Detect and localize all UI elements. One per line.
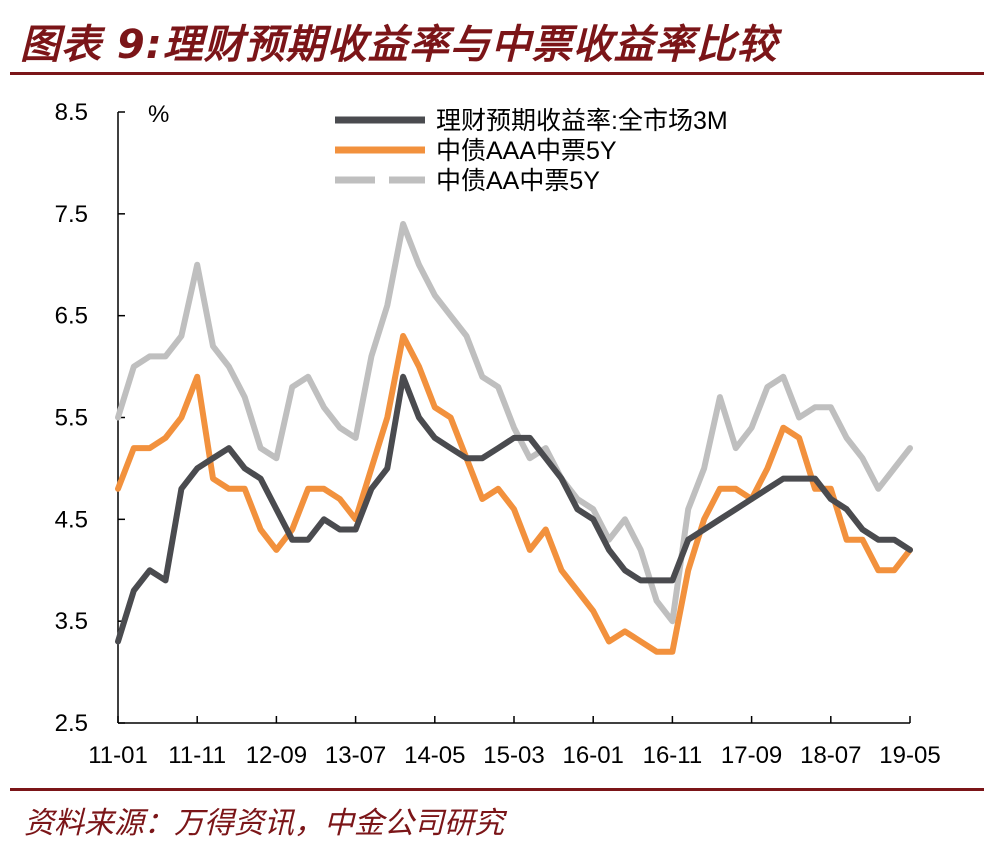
series-line-wmp [115, 373, 913, 645]
legend-label-aaa: 中债AAA中票5Y [436, 137, 617, 165]
y-tick-label: 5.5 [55, 405, 88, 432]
footer-divider [10, 788, 984, 791]
legend-label-aa: 中债AA中票5Y [436, 167, 600, 195]
y-tick-label: 7.5 [55, 201, 88, 228]
x-tick-label: 17-09 [721, 742, 782, 769]
x-tick-label: 19-05 [879, 742, 940, 769]
line-chart: 2.5 3.5 4.5 5.5 6.5 7.5 8.5 11-01 11-11 12-09 13-… [55, 99, 941, 769]
y-tick-label: 6.5 [55, 303, 88, 330]
y-tick-label: 8.5 [55, 99, 88, 126]
title-divider [10, 72, 984, 75]
x-tick-label: 13-07 [325, 742, 386, 769]
x-tick-label: 11-11 [168, 742, 226, 769]
series-line-aa [115, 221, 913, 625]
x-tick-label: 18-07 [800, 742, 861, 769]
y-tick-label: 3.5 [55, 608, 88, 635]
y-tick-label: 2.5 [55, 710, 88, 737]
y-axis-label: % [148, 101, 169, 128]
page-title: 图表 9:理财预期收益率与中票收益率比较 [20, 22, 778, 68]
x-tick-label: 11-01 [88, 742, 148, 769]
series-line-aaa [115, 333, 913, 655]
x-tick-label: 14-05 [404, 742, 465, 769]
source-note: 资料来源：万得资讯，中金公司研究 [24, 806, 504, 841]
legend-label-wmp: 理财预期收益率:全市场3M [436, 107, 728, 135]
x-tick-label: 15-03 [483, 742, 544, 769]
x-tick-label: 16-01 [563, 742, 624, 769]
x-tick-label: 16-11 [643, 742, 703, 769]
y-axis: 2.5 3.5 4.5 5.5 6.5 7.5 8.5 [55, 99, 125, 737]
series-layer [115, 221, 913, 655]
x-axis: 11-01 11-11 12-09 13-07 14-05 15-03 16-01 16-11… [88, 716, 941, 769]
y-tick-label: 4.5 [55, 506, 88, 533]
x-tick-label: 12-09 [246, 742, 307, 769]
